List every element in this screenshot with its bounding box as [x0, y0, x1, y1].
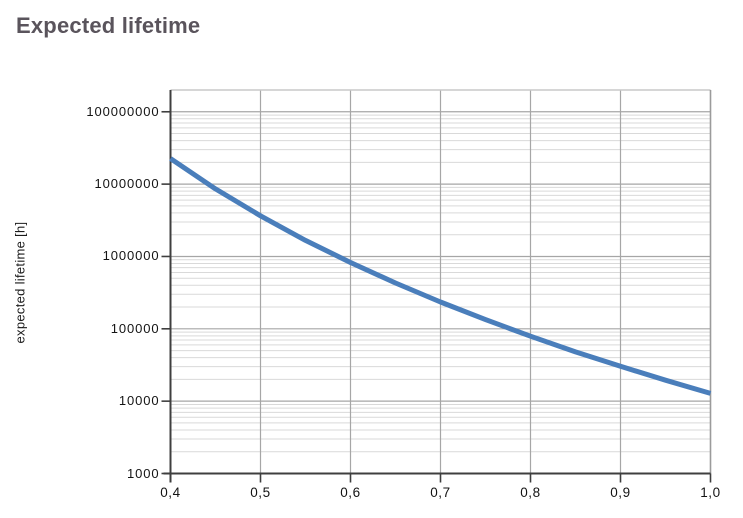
x-tick-label: 0,9 — [610, 484, 631, 500]
y-tick-label: 10000000 — [94, 176, 160, 192]
x-tick-label: 0,4 — [160, 484, 181, 500]
y-tick-label: 1000 — [126, 465, 160, 481]
y-tick-label: 100000 — [110, 320, 160, 336]
y-tick-label: 100000000 — [86, 103, 160, 119]
x-tick-label: 0,6 — [340, 484, 361, 500]
y-tick-label: 10000 — [118, 393, 160, 409]
x-tick-label: 0,5 — [250, 484, 271, 500]
y-tick-label: 1000000 — [102, 248, 160, 264]
x-tick-label: 0,7 — [430, 484, 451, 500]
chart-title: Expected lifetime — [16, 13, 201, 38]
lifetime-curve — [169, 156, 712, 396]
x-tick-label: 1,0 — [700, 484, 721, 500]
x-tick-label: 0,8 — [520, 484, 541, 500]
